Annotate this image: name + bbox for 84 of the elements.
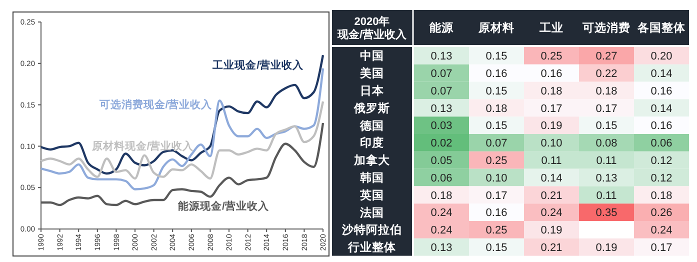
y-tick-label: 行业整体 (347, 240, 397, 254)
line-series (40, 54, 324, 175)
data-label: 0.25 (486, 154, 508, 167)
data-label: 0.16 (650, 85, 672, 98)
data-label: 0.13 (430, 50, 452, 63)
data-label: 0.17 (596, 102, 618, 115)
data-label: 0.13 (430, 102, 452, 115)
data-label: 0.18 (650, 190, 672, 202)
data-label: 0.03 (430, 120, 452, 132)
y-tick-label: 韩国 (359, 170, 384, 185)
y-tick-label: 德国 (359, 119, 384, 132)
data-label: 0.21 (540, 242, 562, 254)
y-tick-label: 美国 (359, 66, 384, 80)
data-label: 0.17 (650, 242, 672, 254)
y-tick-label: 中国 (360, 48, 384, 63)
data-label: 0.11 (596, 154, 617, 167)
data-label: 0.24 (430, 224, 452, 237)
series-label: 能源现金/营业收入 (178, 199, 270, 212)
data-label: 0.35 (596, 207, 618, 220)
data-label: 0.19 (540, 120, 562, 132)
data-label: 0.27 (596, 50, 618, 63)
y-tick-label: 印度 (360, 136, 384, 150)
chart-subtitle: 现金/营业收入 (336, 28, 408, 41)
series-label: 原材料现金/营业收入 (90, 140, 195, 153)
data-label: 0.13 (430, 242, 452, 254)
data-label: 0.18 (486, 102, 508, 115)
data-label: 0.14 (650, 68, 672, 80)
data-label: 0.15 (486, 85, 508, 98)
data-label: 0.08 (596, 138, 618, 150)
data-label: 0.12 (650, 172, 672, 184)
data-label: 0.07 (430, 68, 452, 80)
data-label: 0.18 (596, 85, 618, 98)
data-label: 0.02 (430, 138, 452, 150)
data-label: 0.18 (430, 190, 452, 202)
data-label: 0.10 (486, 172, 508, 184)
data-label: 0.17 (486, 190, 508, 202)
x-tick-label: 可选消费 (582, 20, 630, 35)
data-label: 0.16 (486, 68, 508, 80)
line-series (40, 100, 324, 180)
x-tick-label: 原材料 (478, 20, 514, 35)
data-label: 0.20 (650, 50, 672, 63)
data-label: 0.18 (540, 85, 562, 98)
data-label: 0.15 (486, 120, 508, 132)
series-label: 可选消费现金/营业收入 (98, 98, 214, 112)
y-tick-label: 日本 (360, 84, 385, 98)
data-label: 0.17 (540, 102, 562, 115)
data-label: 0.14 (540, 172, 562, 184)
data-label: 0.22 (596, 68, 618, 80)
data-label: 0.06 (650, 138, 672, 150)
data-label: 0.10 (540, 138, 562, 150)
data-label: 0.24 (650, 224, 672, 237)
data-label: 0.06 (430, 172, 452, 184)
y-tick-label: 英国 (359, 188, 384, 202)
data-label: 0.16 (486, 207, 508, 220)
data-label: 0.16 (650, 120, 672, 132)
x-tick-label: 工业 (538, 20, 564, 35)
data-label: 0.19 (540, 224, 562, 237)
x-tick-label: 各国整体 (636, 22, 686, 35)
data-label: 0.15 (486, 242, 508, 254)
data-label: 0.16 (540, 68, 562, 80)
data-label: 0.11 (541, 154, 562, 167)
data-label: 0.07 (486, 138, 508, 150)
data-label: 0.11 (596, 190, 617, 202)
data-label: 0.26 (650, 207, 672, 220)
x-tick-label: 能源 (430, 20, 454, 35)
series-label: 工业现金/营业收入 (212, 58, 305, 72)
y-tick-label: 加拿大 (353, 153, 391, 168)
data-label: 0.25 (540, 50, 562, 63)
data-label: 0.13 (596, 172, 618, 184)
data-label: 0.05 (430, 154, 452, 167)
data-label: 0.21 (540, 190, 562, 202)
y-tick-label: 俄罗斯 (353, 100, 390, 115)
data-label: 0.24 (540, 207, 562, 220)
data-label: 0.14 (650, 102, 672, 115)
data-label: 0.19 (596, 242, 618, 254)
y-tick-label: 沙特阿拉伯 (341, 222, 402, 237)
data-label: 0.12 (650, 154, 672, 167)
data-label: 0.15 (596, 120, 618, 132)
data-label: 0.07 (430, 85, 452, 98)
y-tick-label: 法国 (359, 205, 384, 220)
chart-title: 2020年 (354, 14, 390, 28)
data-label: 0.24 (430, 207, 452, 220)
data-label: 0.15 (486, 50, 508, 63)
data-label: 0.25 (486, 224, 508, 237)
